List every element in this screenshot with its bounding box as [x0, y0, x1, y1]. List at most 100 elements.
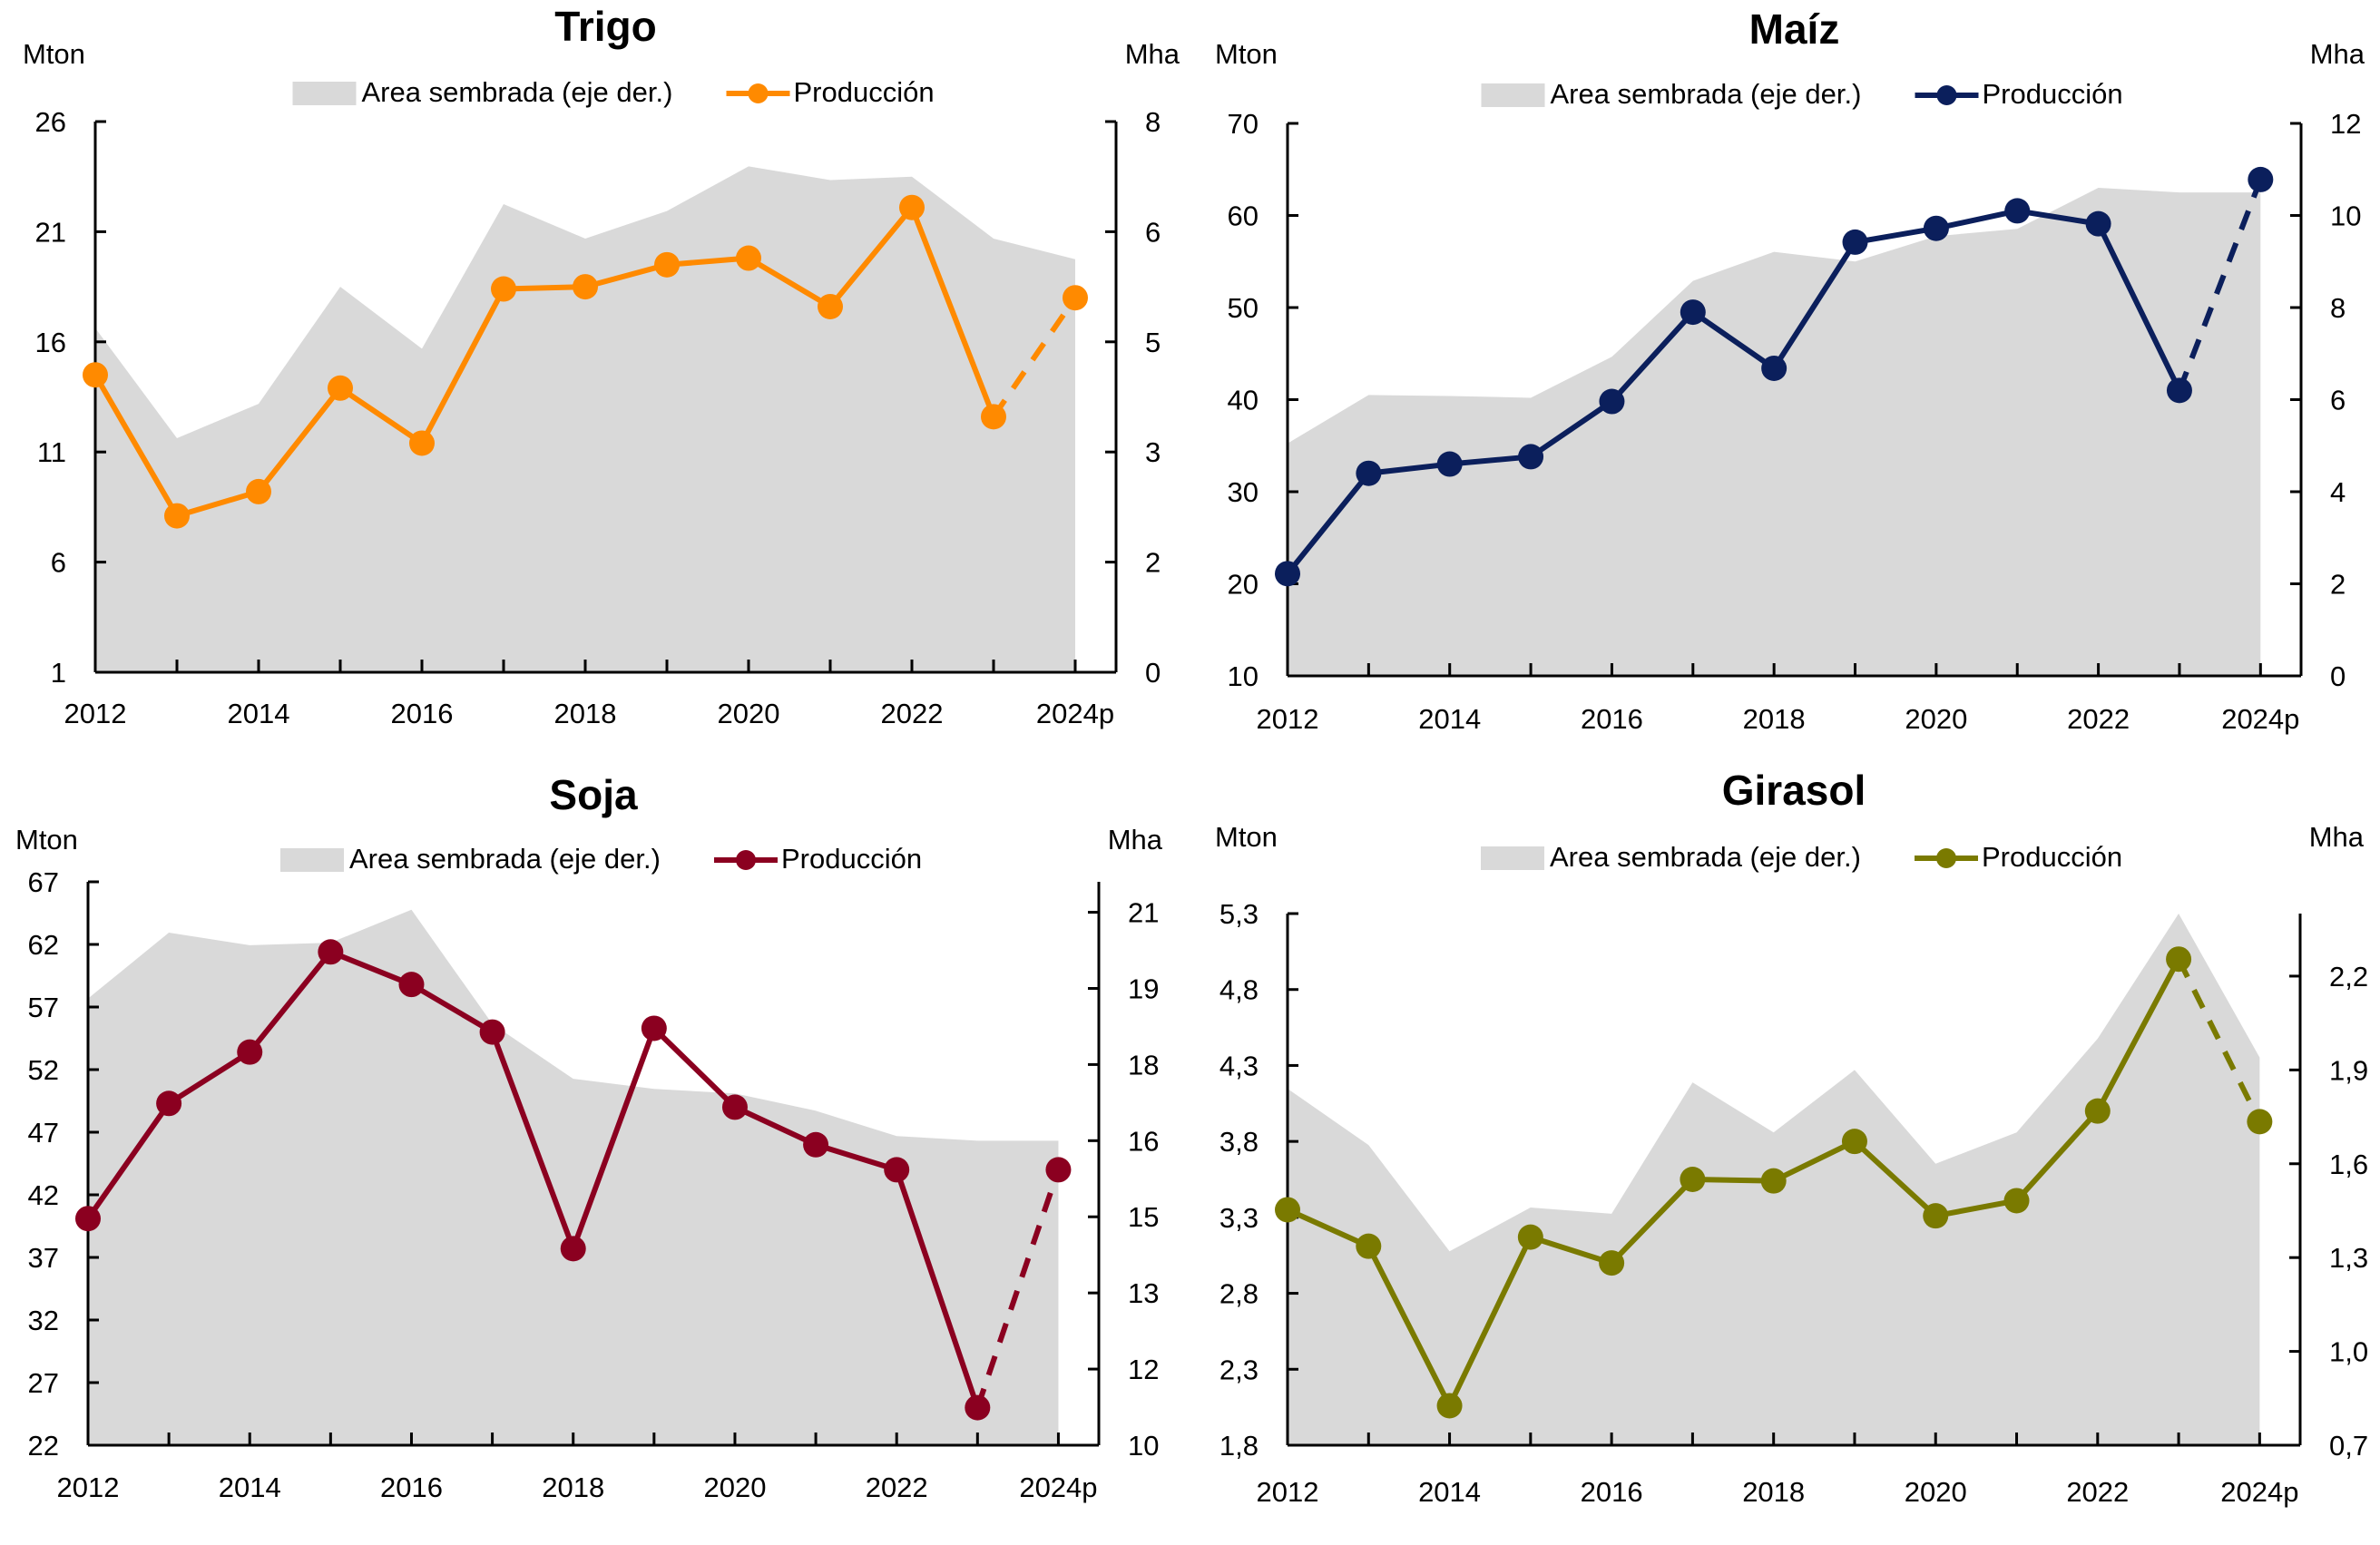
legend-marker-icon	[1936, 85, 1957, 105]
left-axis-unit: Mton	[23, 38, 85, 70]
production-point-2016	[1599, 388, 1625, 415]
chart-panel-maiz: Maíz Mton Mha Area sembrada (eje der.) Produ…	[1215, 5, 2365, 735]
legend-area-label: Area sembrada (eje der.)	[362, 76, 673, 108]
production-point-2015	[1518, 444, 1544, 470]
left-tick-label: 47	[28, 1117, 59, 1149]
chart-panel-soja: Soja Mton Mha Area sembrada (eje der.) Produ…	[15, 771, 1163, 1503]
left-tick-label: 4,3	[1219, 1050, 1259, 1081]
x-tick-label: 2016	[391, 698, 454, 729]
legend-line-label: Producción	[781, 843, 922, 875]
right-axis-unit: Mha	[1125, 38, 1180, 70]
x-tick-label: 2016	[1581, 1476, 1643, 1508]
right-tick-label: 2	[1145, 547, 1161, 579]
left-tick-label: 2,3	[1219, 1354, 1259, 1385]
left-tick-label: 57	[28, 992, 59, 1023]
left-axis-unit: Mton	[1215, 38, 1278, 70]
legend-line-label: Producción	[1982, 841, 2122, 873]
x-tick-label: 2020	[718, 698, 780, 729]
left-tick-label: 1,8	[1219, 1430, 1259, 1462]
right-tick-label: 3	[1145, 436, 1161, 468]
area-series-sembrada	[88, 909, 1059, 1445]
legend: Area sembrada (eje der.) Producción	[1481, 78, 2123, 110]
left-tick-label: 1	[51, 657, 66, 689]
x-tick-label: 2020	[1905, 703, 1967, 735]
chart-title: Girasol	[1722, 767, 1866, 814]
production-point-2017	[1680, 1167, 1706, 1192]
legend-marker-icon	[748, 83, 769, 103]
right-tick-label: 16	[1128, 1125, 1159, 1157]
production-line-projected	[975, 1169, 1062, 1409]
left-tick-label: 62	[28, 929, 59, 961]
right-tick-label: 1,6	[2329, 1149, 2368, 1180]
production-point-2016	[409, 430, 435, 456]
x-tick-label: 2022	[881, 698, 944, 729]
production-point-2022	[884, 1157, 910, 1183]
x-tick-label: 2022	[2066, 1476, 2129, 1508]
right-axis-unit: Mha	[2310, 38, 2365, 70]
production-line	[1286, 957, 2181, 1409]
right-tick-label: 5	[1145, 327, 1161, 358]
left-tick-label: 26	[35, 106, 66, 138]
production-point-2023	[2166, 377, 2192, 404]
production-point-2017	[1680, 299, 1706, 326]
production-point-2022	[2085, 210, 2111, 237]
right-tick-label: 21	[1128, 897, 1159, 929]
x-tick-label: 2016	[380, 1472, 443, 1503]
left-tick-label: 10	[1228, 660, 1259, 692]
x-tick-label: 2014	[219, 1472, 281, 1503]
legend-area-swatch	[1481, 83, 1545, 107]
production-point-2018	[1760, 1168, 1787, 1194]
legend-area-label: Area sembrada (eje der.)	[1551, 78, 1862, 110]
right-axis-unit: Mha	[1108, 824, 1163, 856]
x-tick-label: 2018	[554, 698, 617, 729]
right-tick-label: 15	[1128, 1201, 1159, 1233]
production-point-2022	[899, 194, 925, 220]
production-point-2023	[965, 1394, 991, 1421]
right-tick-label: 6	[1145, 216, 1161, 248]
x-tick-label: 2020	[703, 1472, 766, 1503]
production-point-2019	[654, 251, 680, 278]
production-point-2024p	[1063, 285, 1088, 311]
x-tick-label: 2018	[542, 1472, 604, 1503]
production-point-2019	[1841, 1129, 1867, 1155]
production-point-2021	[818, 293, 843, 319]
production-point-2013	[156, 1090, 182, 1117]
production-point-2024p	[2248, 166, 2274, 192]
production-point-2018	[1761, 355, 1787, 381]
right-tick-label: 12	[2330, 108, 2361, 140]
production-point-2018	[573, 274, 598, 300]
left-tick-label: 16	[35, 327, 66, 358]
right-tick-label: 2,2	[2329, 961, 2368, 993]
area-series-sembrada	[1288, 188, 2261, 677]
chart-panel-trigo: Trigo Mton Mha Area sembrada (eje der.) Prod…	[23, 3, 1180, 729]
left-tick-label: 70	[1228, 108, 1259, 140]
chart-title: Soja	[549, 771, 638, 818]
left-tick-label: 42	[28, 1179, 59, 1211]
production-point-2014	[246, 478, 271, 504]
production-point-2021	[2003, 1188, 2030, 1214]
production-point-2013	[1356, 1233, 1382, 1259]
left-tick-label: 4,8	[1219, 974, 1259, 1006]
production-point-2020	[721, 1094, 748, 1120]
left-tick-label: 6	[51, 547, 66, 579]
production-point-2012	[1275, 561, 1300, 587]
x-tick-label: 2024p	[2220, 1476, 2298, 1508]
left-tick-label: 52	[28, 1054, 59, 1086]
production-point-2024p	[2247, 1109, 2273, 1135]
production-point-2021	[803, 1131, 829, 1158]
left-tick-label: 20	[1228, 569, 1259, 601]
legend-area-swatch	[1481, 846, 1544, 870]
production-point-2017	[491, 276, 516, 302]
production-point-2015	[1517, 1224, 1543, 1250]
x-tick-label: 2024p	[2221, 703, 2299, 735]
production-point-2020	[1923, 215, 1949, 241]
legend-area-label: Area sembrada (eje der.)	[1550, 841, 1861, 873]
x-tick-label: 2022	[866, 1472, 928, 1503]
production-point-2014	[1436, 1393, 1463, 1419]
production-point-2012	[75, 1206, 101, 1232]
right-tick-label: 19	[1128, 973, 1159, 1004]
legend-line-label: Producción	[1983, 78, 2123, 110]
right-tick-label: 6	[2330, 385, 2346, 416]
chart-title: Trigo	[554, 3, 656, 50]
legend-line-label: Producción	[794, 76, 935, 108]
